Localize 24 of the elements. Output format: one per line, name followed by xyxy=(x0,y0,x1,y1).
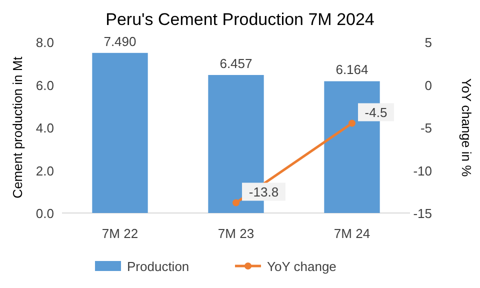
data-label: 7.490 xyxy=(104,34,136,49)
y-tick-label: 8.0 xyxy=(36,35,54,50)
y2-axis-title: YoY change in % xyxy=(459,78,474,178)
bar xyxy=(92,52,148,213)
y2-tick-label: 0 xyxy=(424,78,432,93)
y-tick-label: 2.0 xyxy=(36,163,54,178)
y2-tick-label: -15 xyxy=(413,206,432,221)
legend-label: Production xyxy=(127,259,190,274)
y-tick-label: 4.0 xyxy=(36,120,54,136)
y2-tick-label: -10 xyxy=(413,163,432,178)
data-label: 6.164 xyxy=(336,62,368,78)
y-tick-label: 6.0 xyxy=(36,78,54,93)
data-label: 6.457 xyxy=(220,56,252,71)
x-tick-label: 7M 24 xyxy=(334,226,370,241)
x-tick-label: 7M 22 xyxy=(102,226,138,241)
data-label: -4.5 xyxy=(364,105,388,120)
x-tick-label: 7M 23 xyxy=(218,226,254,241)
chart-title: Peru's Cement Production 7M 2024 xyxy=(106,10,374,29)
data-label: -13.8 xyxy=(248,184,279,200)
y2-tick-label: 5 xyxy=(424,35,432,50)
legend-label: YoY change xyxy=(267,259,336,274)
y2-tick-label: -5 xyxy=(420,120,432,136)
y-axis-title: Cement production in Mt xyxy=(10,56,25,198)
y-tick-label: 0.0 xyxy=(36,206,54,221)
